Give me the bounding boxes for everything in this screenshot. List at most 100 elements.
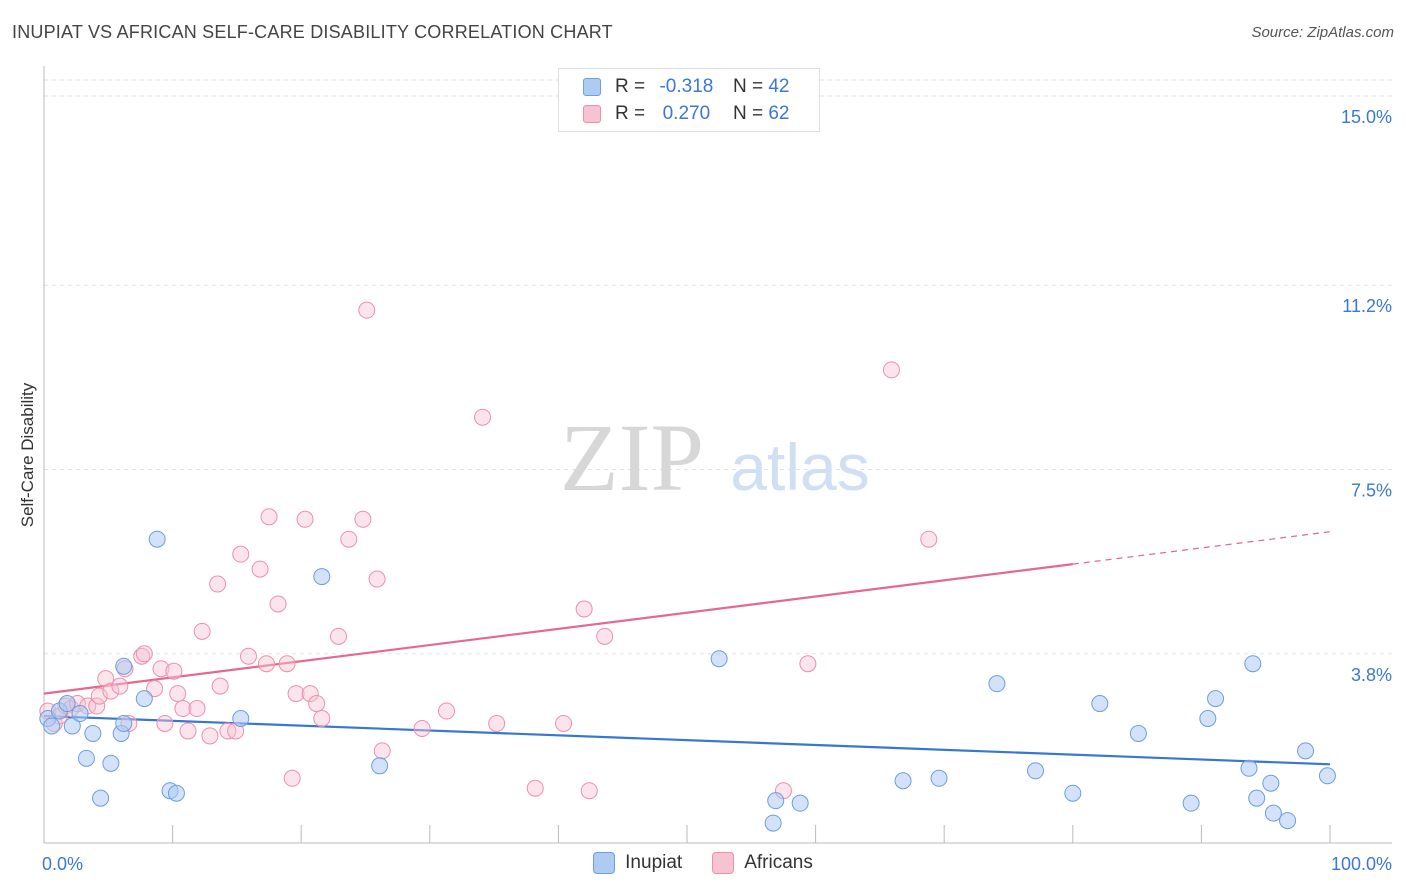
trend-lines [43,531,1331,766]
data-point-africans [97,670,115,688]
data-point-inupiat [791,794,809,812]
data-point-africans [313,710,331,727]
chart-title: INUPIAT VS AFRICAN SELF-CARE DISABILITY … [12,22,613,42]
watermark-zip: ZIP [560,404,704,511]
data-point-inupiat [1240,759,1258,777]
legend-n-value-africans: 62 [768,103,790,124]
legend-row-africans: R = 0.270 N = 62 [583,102,789,126]
x-tick-label-max: 100.0% [1331,854,1392,874]
data-point-inupiat [1297,742,1315,760]
data-point-africans [152,660,170,678]
data-point-inupiat [77,749,95,767]
legend-row-inupiat: R = -0.318 N = 42 [583,75,789,99]
data-point-africans [340,530,358,548]
x-tick-label-min: 0.0% [42,854,83,874]
series-legend: Inupiat Africans [0,852,1406,874]
data-point-inupiat [313,568,331,586]
data-point-africans [133,647,151,665]
y-tick-label: 7.5% [1351,481,1392,501]
series-label-inupiat: Inupiat [625,852,683,873]
series-legend-inupiat[interactable]: Inupiat [593,852,682,874]
data-point-africans [257,655,275,673]
series-label-africans: Africans [744,852,813,873]
data-point-inupiat [1262,774,1280,792]
data-point-inupiat [63,717,81,735]
data-point-africans [102,682,120,700]
data-point-africans [329,627,347,645]
data-point-africans [278,655,296,673]
data-point-inupiat [371,757,389,775]
legend-n-label: N = [732,103,764,124]
data-point-africans [211,677,229,695]
data-point-africans [354,510,372,528]
data-point-africans [269,595,287,613]
data-point-africans [193,622,211,640]
data-point-africans [555,714,573,732]
data-point-africans [174,700,192,718]
data-point-africans [239,647,257,665]
series-swatch-africans [712,852,735,874]
watermark: ZIP atlas [560,404,870,511]
data-point-inupiat [43,717,61,735]
data-point-africans [283,769,301,787]
data-point-africans [111,677,129,695]
data-points [39,301,1336,832]
data-point-africans [882,361,900,379]
y-tick-label: 3.8% [1351,665,1392,685]
data-point-inupiat [988,675,1006,693]
data-point-inupiat [58,695,76,713]
data-point-inupiat [1279,812,1297,830]
data-point-africans [438,702,456,720]
data-point-inupiat [1129,724,1147,742]
data-point-inupiat [115,714,133,732]
data-point-africans [179,722,197,740]
data-point-africans [358,301,376,319]
data-point-inupiat [102,754,120,772]
data-point-inupiat [148,530,166,548]
legend-r-label: R = [615,76,646,97]
data-point-africans [287,685,305,703]
data-point-africans [135,645,153,663]
data-point-africans [920,530,938,548]
data-point-africans [88,697,106,715]
data-point-africans [201,727,219,745]
data-point-inupiat [232,710,250,727]
trend-line-inupiat [43,714,1331,766]
legend-r-value-inupiat: -0.318 [659,76,714,97]
trend-line-africans [43,563,1073,695]
data-point-africans [169,685,187,703]
tick-labels: 3.8% 7.5% 11.2% 15.0% 0.0% 100.0% [42,107,1392,874]
data-point-inupiat [710,650,728,668]
source-label: Source: ZipAtlas.com [1251,24,1394,41]
data-point-inupiat [84,724,102,742]
data-point-inupiat [894,772,912,790]
axes [43,66,1392,844]
data-point-africans [488,714,506,732]
series-legend-africans[interactable]: Africans [712,852,813,874]
data-point-africans [146,680,164,698]
data-point-inupiat [92,789,110,807]
data-point-africans [296,510,314,528]
legend-n-label: N = [732,76,764,97]
legend-r-value-africans: 0.270 [662,103,711,124]
gridlines [44,79,1392,655]
data-point-africans [474,408,492,426]
data-point-africans [209,575,227,593]
series-swatch-inupiat [593,852,616,874]
data-point-africans [188,700,206,718]
data-point-africans [596,627,614,645]
data-point-inupiat [1064,784,1082,802]
y-tick-label: 15.0% [1341,107,1392,127]
data-point-africans [799,655,817,673]
watermark-atlas: atlas [730,430,869,504]
data-point-inupiat [115,657,133,675]
data-point-inupiat [71,705,89,723]
data-point-africans [232,545,250,563]
data-point-africans [251,560,269,578]
data-point-africans [575,600,593,618]
data-point-inupiat [1182,794,1200,812]
data-point-africans [373,742,391,760]
data-point-inupiat [930,769,948,787]
data-point-inupiat [767,792,785,810]
